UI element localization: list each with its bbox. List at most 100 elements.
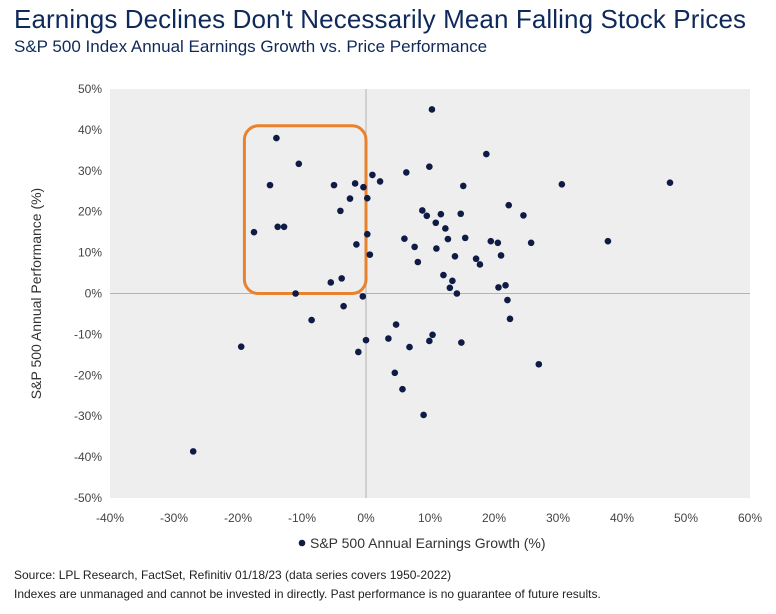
data-point — [476, 261, 484, 268]
data-point — [340, 302, 347, 310]
x-tick-label: 50% — [674, 511, 698, 525]
data-point — [399, 385, 406, 393]
data-point — [363, 194, 371, 202]
x-tick-labels: -40% -30% -20% -10% 0% 10% 20% 30% 40% 50% 60% — [96, 511, 762, 525]
x-tick-label: 0% — [357, 511, 375, 525]
chart-title: Earnings Declines Don't Necessarily Mean… — [14, 4, 747, 34]
y-tick-labels: -50% -40% -30% -20% -10% 0% 10% 20% 30% 40% 50% — [74, 82, 102, 505]
data-point — [420, 411, 427, 419]
data-points — [189, 106, 674, 455]
data-point — [308, 316, 315, 324]
data-point — [520, 212, 527, 219]
x-tick-label: -20% — [224, 511, 252, 525]
data-point — [458, 339, 465, 346]
data-point — [360, 183, 367, 191]
data-point — [392, 321, 400, 328]
data-point — [535, 360, 543, 368]
data-point — [406, 343, 413, 351]
data-point — [604, 237, 612, 245]
data-point — [459, 182, 467, 190]
x-tick-label: -10% — [288, 511, 316, 525]
data-point — [483, 150, 490, 158]
data-point — [295, 160, 303, 168]
data-point — [391, 369, 399, 377]
highlight-box — [242, 124, 368, 295]
data-point — [346, 195, 354, 202]
data-point — [237, 343, 245, 350]
y-tick-label: -10% — [74, 327, 102, 341]
y-tick-label: -30% — [74, 409, 102, 423]
data-point — [366, 251, 374, 258]
y-tick-label: 40% — [78, 123, 102, 137]
data-point — [446, 284, 454, 292]
data-point — [444, 235, 452, 243]
y-tick-label: 50% — [78, 82, 102, 96]
x-tick-label: -30% — [160, 511, 188, 525]
x-tick-label: 10% — [418, 511, 442, 525]
data-point — [327, 279, 335, 286]
legend-label: S&P 500 Annual Earnings Growth (%) — [310, 535, 546, 551]
data-point — [426, 337, 433, 345]
data-point — [359, 293, 367, 300]
data-point — [502, 282, 509, 289]
data-point — [497, 252, 505, 259]
legend-marker — [298, 539, 306, 547]
data-point — [411, 243, 418, 251]
data-point — [494, 239, 502, 247]
data-point — [401, 235, 408, 242]
data-point — [442, 225, 449, 232]
data-point — [355, 348, 362, 356]
y-tick-label: 0% — [85, 287, 103, 301]
data-point — [457, 210, 465, 218]
data-point — [453, 290, 461, 297]
x-tick-label: -40% — [96, 511, 124, 525]
data-point — [362, 336, 370, 344]
x-tick-label: 40% — [610, 511, 634, 525]
y-axis-title: S&P 500 Annual Performance (%) — [28, 188, 44, 399]
data-point — [369, 171, 376, 179]
source-note: Source: LPL Research, FactSet, Refinitiv… — [14, 568, 452, 582]
y-tick-label: 30% — [78, 164, 102, 178]
data-point — [423, 212, 431, 220]
data-point — [558, 180, 566, 188]
data-point — [495, 284, 502, 291]
data-point — [472, 255, 480, 263]
data-point — [274, 223, 281, 231]
x-tick-label: 60% — [738, 511, 762, 525]
y-tick-label: 20% — [78, 205, 102, 219]
y-tick-label: -50% — [74, 491, 102, 505]
data-point — [338, 275, 345, 282]
data-point — [527, 239, 535, 247]
data-point — [273, 134, 280, 142]
data-point — [403, 169, 410, 176]
x-tick-label: 30% — [546, 511, 570, 525]
data-point — [666, 179, 674, 186]
y-tick-label: 10% — [78, 246, 102, 260]
data-point — [292, 290, 299, 297]
data-point — [337, 207, 344, 215]
data-point — [504, 296, 511, 304]
data-point — [428, 106, 436, 113]
data-point — [505, 201, 513, 209]
data-point — [376, 178, 384, 185]
data-point — [449, 277, 456, 285]
data-point — [487, 237, 495, 245]
data-point — [330, 181, 338, 189]
data-point — [461, 234, 469, 242]
data-point — [351, 180, 359, 187]
data-point — [385, 335, 392, 342]
data-point — [437, 210, 445, 218]
data-point — [280, 223, 288, 231]
data-point — [266, 181, 274, 189]
data-point — [440, 271, 447, 279]
data-point — [426, 163, 433, 171]
data-point — [250, 228, 258, 236]
data-point — [353, 241, 360, 248]
data-point — [414, 258, 422, 266]
data-point — [451, 252, 459, 260]
disclaimer-note: Indexes are unmanaged and cannot be inve… — [14, 587, 601, 601]
data-point — [433, 245, 440, 252]
x-tick-label: 20% — [482, 511, 506, 525]
data-point — [189, 448, 197, 455]
